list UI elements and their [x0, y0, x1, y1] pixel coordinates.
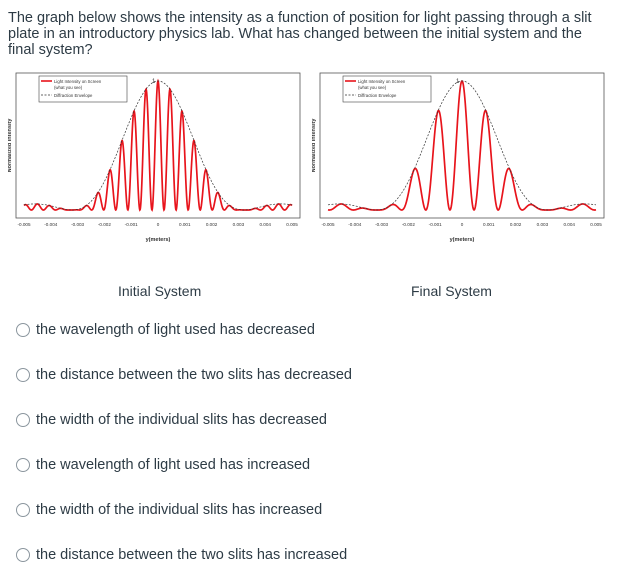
- envelope-series-line: [327, 80, 597, 211]
- x-tick-label: -0.004: [348, 222, 361, 227]
- answer-option-label: the width of the individual slits has de…: [36, 412, 327, 428]
- answer-option-slit-width-decreased[interactable]: the width of the individual slits has de…: [16, 412, 327, 428]
- x-tick-label: -0.004: [44, 222, 57, 227]
- radio-button[interactable]: [16, 413, 30, 427]
- legend-intensity-label-line2: (what you see): [54, 85, 83, 90]
- envelope-series-line: [23, 80, 293, 211]
- question-text: The graph below shows the intensity as a…: [8, 10, 592, 58]
- answer-option-slit-distance-decreased[interactable]: the distance between the two slits has d…: [16, 367, 352, 383]
- radio-button[interactable]: [16, 503, 30, 517]
- radio-button[interactable]: [16, 548, 30, 562]
- x-tick-label: -0.003: [375, 222, 388, 227]
- x-tick-label: -0.005: [17, 222, 30, 227]
- x-tick-label: 0: [461, 222, 464, 227]
- answer-option-label: the wavelength of light used has decreas…: [36, 322, 315, 338]
- x-axis-label: y(meters): [146, 237, 171, 243]
- legend-intensity-label-line2: (what you see): [358, 85, 387, 90]
- x-tick-label: 0.001: [483, 222, 495, 227]
- x-tick-label: -0.003: [71, 222, 84, 227]
- x-tick-label: 0.003: [537, 222, 549, 227]
- x-tick-label: -0.005: [321, 222, 334, 227]
- x-tick-label: 0.004: [259, 222, 271, 227]
- answer-option-label: the distance between the two slits has d…: [36, 367, 352, 383]
- answer-option-slit-width-increased[interactable]: the width of the individual slits has in…: [16, 502, 322, 518]
- x-tick-label: 0.002: [206, 222, 218, 227]
- peak-label: 1: [152, 79, 156, 85]
- x-tick-label: 0.005: [590, 222, 602, 227]
- initial-system-chart: 1 -0.005 -0.004 -0.003 -0.002 -0.001 0 0.001 0.0…: [8, 68, 308, 253]
- answer-option-label: the wavelength of light used has increas…: [36, 457, 311, 473]
- legend-box: [342, 75, 432, 103]
- initial-system-caption: Initial System: [118, 283, 202, 299]
- x-axis-label: y(meters): [450, 237, 475, 243]
- initial-system-chart-svg: 1 -0.005 -0.004 -0.003 -0.002 -0.001 0 0.001 0.0…: [8, 72, 301, 243]
- radio-button[interactable]: [16, 368, 30, 382]
- answer-option-wavelength-increased[interactable]: the wavelength of light used has increas…: [16, 457, 310, 473]
- answer-option-slit-distance-increased[interactable]: the distance between the two slits has i…: [16, 547, 347, 563]
- chart-legend: Light Intensity on Screen(what you see) D…: [342, 75, 432, 103]
- legend-envelope-label: Diffraction Envelope: [358, 93, 397, 98]
- x-tick-label: 0.003: [233, 222, 245, 227]
- y-axis-label: Normalized Intensity: [312, 118, 317, 173]
- peak-label: 1: [456, 79, 460, 85]
- answer-option-wavelength-decreased[interactable]: the wavelength of light used has decreas…: [16, 322, 315, 338]
- chart-legend: Light Intensity on Screen(what you see) D…: [38, 75, 128, 103]
- x-tick-label: -0.002: [98, 222, 111, 227]
- legend-intensity-label: Light Intensity on Screen: [358, 79, 406, 84]
- x-tick-label: 0.001: [179, 222, 191, 227]
- y-axis-label: Normalized Intensity: [8, 118, 13, 173]
- x-tick-label: 0: [157, 222, 160, 227]
- answer-option-label: the width of the individual slits has in…: [36, 502, 323, 518]
- final-system-chart: 1 -0.005 -0.004 -0.003 -0.002 -0.001 0 0.001 0.0…: [312, 68, 612, 253]
- answer-option-label: the distance between the two slits has i…: [36, 547, 348, 563]
- final-system-chart-svg: 1 -0.005 -0.004 -0.003 -0.002 -0.001 0 0.001 0.0…: [312, 72, 605, 243]
- x-tick-label: 0.005: [286, 222, 298, 227]
- final-system-caption: Final System: [411, 283, 492, 299]
- radio-button[interactable]: [16, 323, 30, 337]
- x-tick-label: -0.001: [429, 222, 442, 227]
- x-tick-label: -0.002: [402, 222, 415, 227]
- legend-intensity-label: Light Intensity on Screen: [54, 79, 102, 84]
- x-tick-label: -0.001: [125, 222, 138, 227]
- x-tick-label: 0.002: [510, 222, 522, 227]
- radio-button[interactable]: [16, 458, 30, 472]
- legend-box: [38, 75, 128, 103]
- x-tick-label: 0.004: [563, 222, 575, 227]
- legend-envelope-label: Diffraction Envelope: [54, 93, 93, 98]
